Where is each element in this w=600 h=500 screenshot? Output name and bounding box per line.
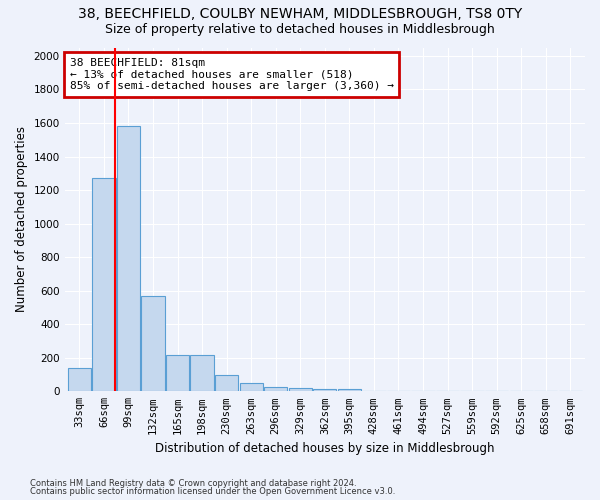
Bar — [92, 178, 116, 392]
X-axis label: Distribution of detached houses by size in Middlesbrough: Distribution of detached houses by size … — [155, 442, 494, 455]
Text: Contains public sector information licensed under the Open Government Licence v3: Contains public sector information licen… — [30, 487, 395, 496]
Bar — [142, 296, 164, 392]
Bar — [239, 383, 263, 392]
Y-axis label: Number of detached properties: Number of detached properties — [15, 126, 28, 312]
Text: 38, BEECHFIELD, COULBY NEWHAM, MIDDLESBROUGH, TS8 0TY: 38, BEECHFIELD, COULBY NEWHAM, MIDDLESBR… — [78, 8, 522, 22]
Text: Size of property relative to detached houses in Middlesbrough: Size of property relative to detached ho… — [105, 22, 495, 36]
Bar — [190, 355, 214, 392]
Text: 38 BEECHFIELD: 81sqm
← 13% of detached houses are smaller (518)
85% of semi-deta: 38 BEECHFIELD: 81sqm ← 13% of detached h… — [70, 58, 394, 91]
Bar — [68, 368, 91, 392]
Bar — [338, 389, 361, 392]
Bar — [313, 390, 337, 392]
Text: Contains HM Land Registry data © Crown copyright and database right 2024.: Contains HM Land Registry data © Crown c… — [30, 478, 356, 488]
Bar — [289, 388, 312, 392]
Bar — [215, 376, 238, 392]
Bar — [166, 355, 189, 392]
Bar — [117, 126, 140, 392]
Bar — [264, 387, 287, 392]
